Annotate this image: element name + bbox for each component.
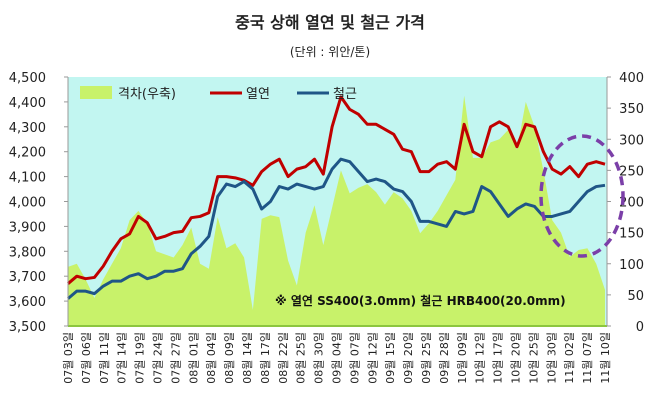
x-tick-label: 07월 06일: [79, 332, 93, 384]
x-tick-label: 08월 09일: [222, 332, 236, 384]
x-tick-label: 07월 11일: [97, 332, 111, 384]
left-tick-label: 4,500: [9, 71, 46, 86]
x-tick-label: 09월 04일: [330, 332, 344, 384]
left-tick-label: 4,100: [9, 171, 46, 186]
chart-annotation: ※ 열연 SS400(3.0mm) 철근 HRB400(20.0mm): [275, 293, 566, 308]
x-tick-label: 09월 15일: [383, 332, 397, 384]
x-tick-label: 09월 28일: [437, 332, 451, 384]
right-tick-label: 250: [619, 164, 644, 179]
chart-subtitle: (단위 : 위안/톤): [290, 45, 370, 59]
rebar-line: [67, 157, 606, 300]
x-tick-label: 07월 24일: [151, 332, 165, 384]
right-tick-label: 100: [619, 258, 644, 273]
chart-title: 중국 상해 열연 및 철근 가격: [235, 13, 425, 32]
left-tick-label: 4,400: [9, 96, 46, 111]
x-tick-label: 10월 20일: [509, 332, 523, 384]
left-tick-label: 3,900: [9, 220, 46, 235]
right-tick-label: 200: [619, 196, 644, 211]
highlight-ellipse: [539, 134, 625, 258]
left-tick-label: 4,000: [9, 196, 46, 211]
right-tick-label: 0: [636, 320, 644, 335]
legend-label-hot-rolled: 열연: [246, 87, 270, 102]
left-tick-label: 4,300: [9, 121, 46, 136]
x-tick-label: 07월 03일: [61, 332, 75, 384]
x-tick-label: 10월 09일: [455, 332, 469, 384]
left-tick-label: 3,500: [9, 320, 46, 335]
legend-label-rebar: 철근: [333, 87, 357, 102]
right-tick-label: 300: [619, 133, 644, 148]
x-tick-label: 08월 25일: [294, 332, 308, 384]
legend-label-gap: 격차(우축): [118, 87, 176, 102]
x-tick-label: 07월 14일: [115, 332, 129, 384]
x-tick-label: 08월 30일: [312, 332, 326, 384]
x-tick-label: 08월 01일: [186, 332, 200, 384]
hot-rolled-line: [67, 95, 606, 285]
x-tick-label: 08월 04일: [204, 332, 218, 384]
x-tick-label: 11월 10일: [598, 332, 612, 384]
x-tick-label: 09월 25일: [419, 332, 433, 384]
x-tick-label: 09월 20일: [401, 332, 415, 384]
right-tick-label: 350: [619, 102, 644, 117]
x-tick-label: 11월 07일: [580, 332, 594, 384]
x-tick-label: 09월 07일: [347, 332, 361, 384]
x-tick-label: 10월 30일: [544, 332, 558, 384]
x-tick-label: 09월 12일: [365, 332, 379, 384]
gap-area-series: [68, 95, 605, 326]
x-tick-label: 08월 14일: [240, 332, 254, 384]
legend: 격차(우축) 열연 철근: [80, 86, 357, 102]
legend-swatch-gap: [80, 86, 112, 99]
left-tick-label: 4,200: [9, 146, 46, 161]
right-tick-label: 150: [619, 227, 644, 242]
x-tick-label: 07월 19일: [133, 332, 147, 384]
x-tick-label: 10월 17일: [491, 332, 505, 384]
x-tick-label: 08월 22일: [276, 332, 290, 384]
left-tick-label: 3,800: [9, 245, 46, 260]
x-tick-label: 10월 12일: [473, 332, 487, 384]
left-tick-label: 3,700: [9, 270, 46, 285]
x-tick-label: 10월 25일: [526, 332, 540, 384]
left-tick-label: 3,600: [9, 295, 46, 310]
x-tick-label: 11월 02일: [562, 332, 576, 384]
right-tick-label: 400: [619, 71, 644, 86]
right-tick-label: 50: [627, 289, 644, 304]
x-tick-label: 08월 17일: [258, 332, 272, 384]
x-tick-label: 07월 27일: [168, 332, 182, 384]
